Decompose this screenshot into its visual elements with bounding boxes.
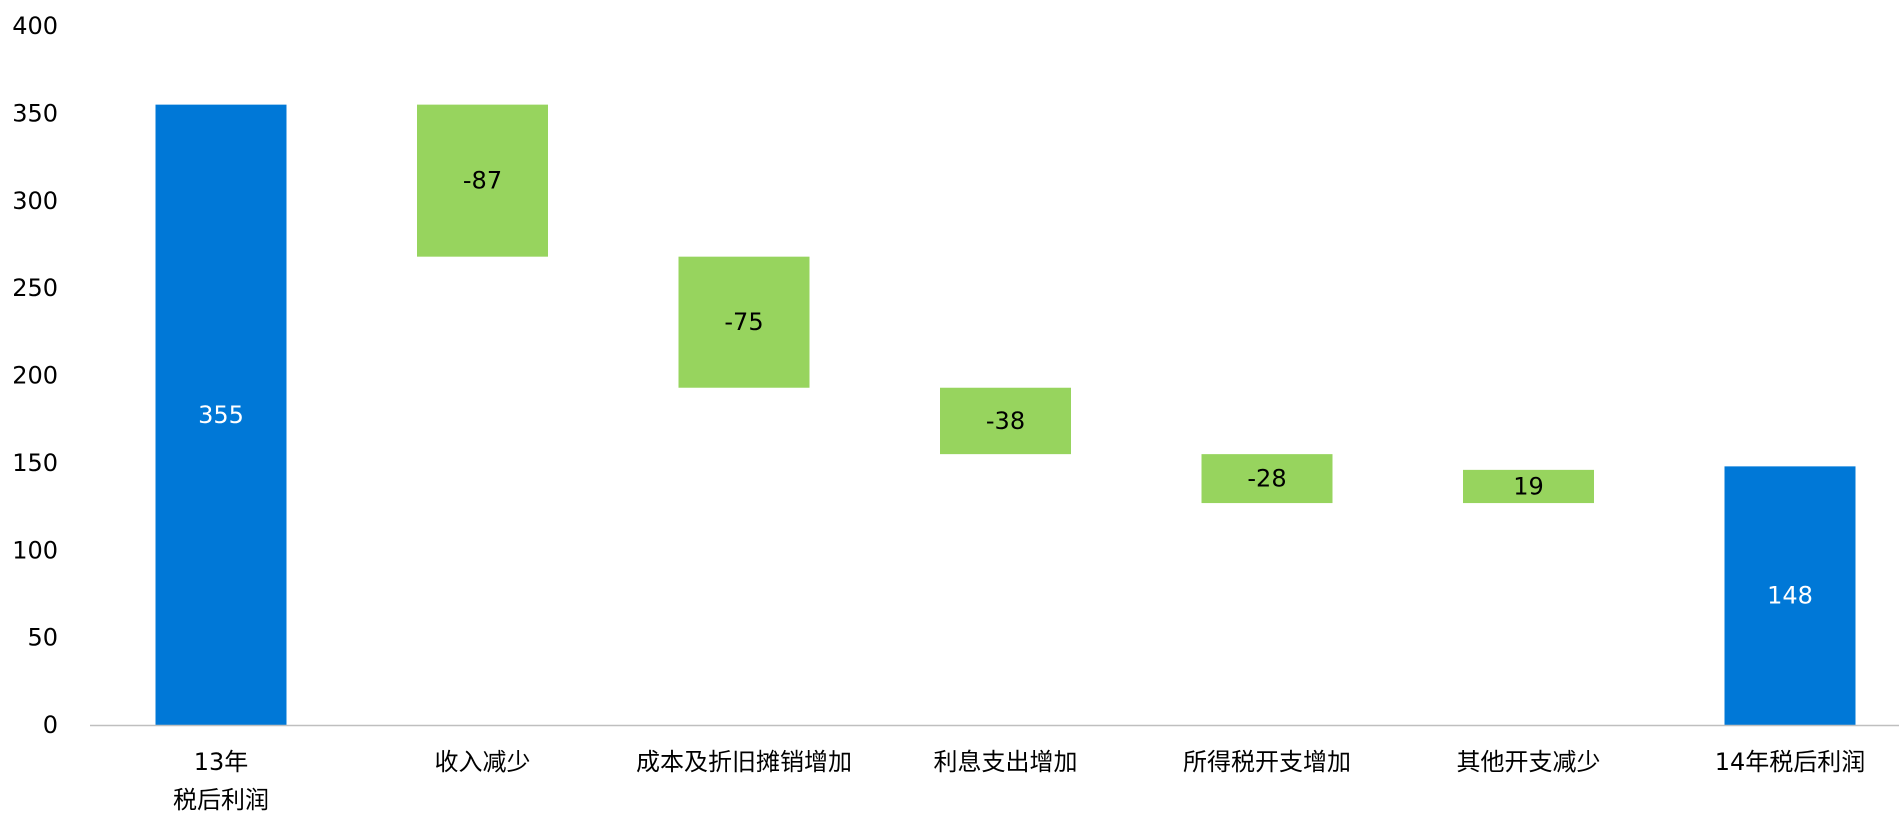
x-tick-label: 13年 (194, 748, 249, 776)
bar-value-label: -87 (463, 167, 502, 195)
x-tick-label: 利息支出增加 (934, 748, 1078, 776)
bar-value-label: 355 (198, 401, 244, 429)
x-tick-label: 其他开支减少 (1457, 748, 1601, 776)
y-tick-label: 0 (43, 711, 58, 739)
change-bar (1463, 469, 1594, 504)
bar-value-label: -28 (1247, 465, 1286, 493)
bar-value-label: 148 (1767, 582, 1813, 610)
y-tick-label: 50 (27, 624, 58, 652)
y-tick-label: 350 (12, 99, 58, 127)
bars: 355 -87 -75 -38 -28 19 148 (155, 104, 1856, 725)
change-bar (940, 387, 1071, 455)
bar-value-label: 19 (1513, 472, 1544, 500)
change-bar (1201, 454, 1333, 504)
y-tick-label: 400 (12, 12, 58, 40)
total-bar (155, 104, 287, 725)
x-tick-label: 收入减少 (435, 748, 531, 776)
y-tick-label: 150 (12, 449, 58, 477)
x-tick-label: 税后利润 (173, 786, 269, 814)
x-tick-label: 14年税后利润 (1715, 748, 1866, 776)
change-bar (678, 256, 810, 388)
total-bar (1724, 466, 1856, 725)
y-tick-label: 100 (12, 536, 58, 564)
y-axis: 0 50 100 150 200 250 300 350 400 (12, 12, 58, 739)
change-bar (417, 104, 548, 257)
x-tick-label: 所得税开支增加 (1183, 748, 1351, 776)
y-tick-label: 300 (12, 187, 58, 215)
bar-value-label: -75 (724, 308, 763, 336)
bar-value-label: -38 (986, 407, 1025, 435)
y-tick-label: 250 (12, 274, 58, 302)
x-tick-label: 成本及折旧摊销增加 (636, 748, 852, 776)
y-tick-label: 200 (12, 362, 58, 390)
